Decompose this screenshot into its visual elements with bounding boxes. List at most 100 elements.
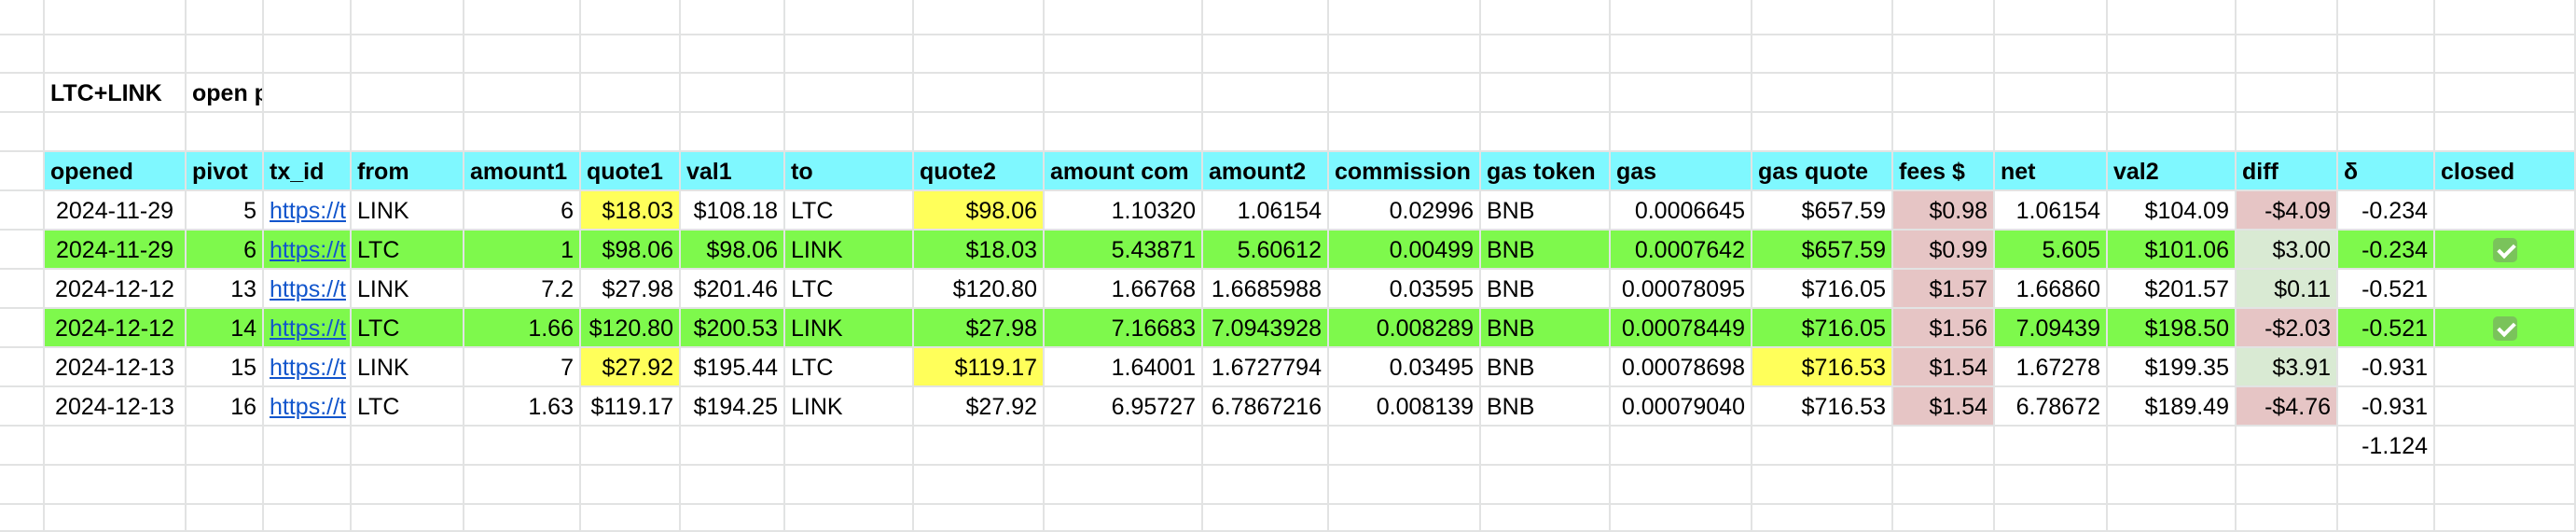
closed-cell[interactable] xyxy=(2435,231,2576,270)
column-header-amount-com[interactable]: amount com xyxy=(1045,152,1203,191)
empty-cell[interactable] xyxy=(464,427,581,466)
empty-cell[interactable] xyxy=(1481,427,1611,466)
cell-diff[interactable]: $3.91 xyxy=(2237,348,2338,387)
empty-cell[interactable] xyxy=(352,35,464,74)
empty-cell[interactable] xyxy=(785,0,914,35)
closed-cell[interactable] xyxy=(2435,387,2576,427)
cell-amount-com[interactable]: 1.10320 xyxy=(1045,191,1203,231)
cell-amount1[interactable]: 7 xyxy=(464,348,581,387)
checkmark-icon[interactable] xyxy=(2492,316,2517,341)
empty-cell[interactable] xyxy=(2435,466,2576,505)
cell-quote2[interactable]: $27.92 xyxy=(914,387,1045,427)
cell-delta[interactable]: -0.931 xyxy=(2338,387,2435,427)
column-header-closed[interactable]: closed xyxy=(2435,152,2576,191)
cell-net[interactable]: 1.66860 xyxy=(1995,270,2108,309)
empty-cell[interactable] xyxy=(1203,35,1329,74)
cell-fees[interactable]: $1.54 xyxy=(1893,348,1995,387)
empty-cell[interactable] xyxy=(0,387,45,427)
empty-cell[interactable] xyxy=(785,505,914,532)
column-header-quote2[interactable]: quote2 xyxy=(914,152,1045,191)
cell-net[interactable]: 7.09439 xyxy=(1995,309,2108,348)
cell-val2[interactable]: $199.35 xyxy=(2108,348,2237,387)
cell-quote1[interactable]: $120.80 xyxy=(581,309,681,348)
empty-cell[interactable] xyxy=(0,152,45,191)
empty-cell[interactable] xyxy=(1329,35,1481,74)
empty-cell[interactable] xyxy=(1611,466,1752,505)
cell-fees[interactable]: $1.54 xyxy=(1893,387,1995,427)
sheet-subtitle-cell[interactable]: open pivots xyxy=(187,74,264,113)
cell-amount1[interactable]: 1.63 xyxy=(464,387,581,427)
column-header-gas-quote[interactable]: gas quote xyxy=(1752,152,1893,191)
cell-commission[interactable]: 0.008139 xyxy=(1329,387,1481,427)
cell-tx-id[interactable]: https://t xyxy=(264,191,352,231)
empty-cell[interactable] xyxy=(352,505,464,532)
empty-cell[interactable] xyxy=(785,427,914,466)
empty-cell[interactable] xyxy=(581,427,681,466)
column-header-gas-token[interactable]: gas token xyxy=(1481,152,1611,191)
cell-val2[interactable]: $104.09 xyxy=(2108,191,2237,231)
empty-cell[interactable] xyxy=(187,427,264,466)
empty-cell[interactable] xyxy=(1995,466,2108,505)
closed-cell[interactable] xyxy=(2435,309,2576,348)
empty-cell[interactable] xyxy=(1893,35,1995,74)
cell-amount1[interactable]: 6 xyxy=(464,191,581,231)
cell-gas[interactable]: 0.0007642 xyxy=(1611,231,1752,270)
cell-fees[interactable]: $0.99 xyxy=(1893,231,1995,270)
cell-commission[interactable]: 0.03595 xyxy=(1329,270,1481,309)
empty-cell[interactable] xyxy=(45,427,187,466)
empty-cell[interactable] xyxy=(681,113,785,152)
empty-cell[interactable] xyxy=(264,113,352,152)
cell-amount-com[interactable]: 7.16683 xyxy=(1045,309,1203,348)
empty-cell[interactable] xyxy=(187,0,264,35)
empty-cell[interactable] xyxy=(0,113,45,152)
empty-cell[interactable] xyxy=(1995,35,2108,74)
cell-diff[interactable]: $0.11 xyxy=(2237,270,2338,309)
empty-cell[interactable] xyxy=(264,466,352,505)
empty-cell[interactable] xyxy=(2108,427,2237,466)
empty-cell[interactable] xyxy=(1995,0,2108,35)
empty-cell[interactable] xyxy=(1329,505,1481,532)
checkmark-icon[interactable] xyxy=(2492,238,2517,262)
closed-cell[interactable] xyxy=(2435,191,2576,231)
cell-net[interactable]: 1.67278 xyxy=(1995,348,2108,387)
empty-cell[interactable] xyxy=(187,466,264,505)
empty-cell[interactable] xyxy=(352,113,464,152)
cell-opened[interactable]: 2024-12-13 xyxy=(45,387,187,427)
cell-from[interactable]: LINK xyxy=(352,270,464,309)
cell-gas-quote[interactable]: $657.59 xyxy=(1752,191,1893,231)
cell-pivot[interactable]: 5 xyxy=(187,191,264,231)
empty-cell[interactable] xyxy=(581,113,681,152)
cell-from[interactable]: LINK xyxy=(352,191,464,231)
cell-amount2[interactable]: 1.06154 xyxy=(1203,191,1329,231)
cell-to[interactable]: LINK xyxy=(785,387,914,427)
empty-cell[interactable] xyxy=(0,270,45,309)
empty-cell[interactable] xyxy=(1752,0,1893,35)
cell-from[interactable]: LINK xyxy=(352,348,464,387)
empty-cell[interactable] xyxy=(45,466,187,505)
empty-cell[interactable] xyxy=(1995,113,2108,152)
empty-cell[interactable] xyxy=(681,35,785,74)
cell-quote2[interactable]: $120.80 xyxy=(914,270,1045,309)
empty-cell[interactable] xyxy=(1481,113,1611,152)
empty-cell[interactable] xyxy=(464,35,581,74)
empty-cell[interactable] xyxy=(2338,113,2435,152)
cell-opened[interactable]: 2024-11-29 xyxy=(45,231,187,270)
empty-cell[interactable] xyxy=(464,113,581,152)
cell-gas[interactable]: 0.00079040 xyxy=(1611,387,1752,427)
empty-cell[interactable] xyxy=(1481,0,1611,35)
cell-fees[interactable]: $1.57 xyxy=(1893,270,1995,309)
empty-cell[interactable] xyxy=(2338,35,2435,74)
cell-gas-token[interactable]: BNB xyxy=(1481,231,1611,270)
cell-diff[interactable]: -$2.03 xyxy=(2237,309,2338,348)
empty-cell[interactable] xyxy=(581,74,681,113)
cell-tx-id[interactable]: https://t xyxy=(264,309,352,348)
empty-cell[interactable] xyxy=(1893,74,1995,113)
cell-to[interactable]: LTC xyxy=(785,191,914,231)
cell-gas-quote[interactable]: $716.05 xyxy=(1752,270,1893,309)
delta-total-cell[interactable]: -1.124 xyxy=(2338,427,2435,466)
empty-cell[interactable] xyxy=(1329,113,1481,152)
empty-cell[interactable] xyxy=(1203,505,1329,532)
empty-cell[interactable] xyxy=(0,231,45,270)
empty-cell[interactable] xyxy=(45,0,187,35)
cell-commission[interactable]: 0.00499 xyxy=(1329,231,1481,270)
